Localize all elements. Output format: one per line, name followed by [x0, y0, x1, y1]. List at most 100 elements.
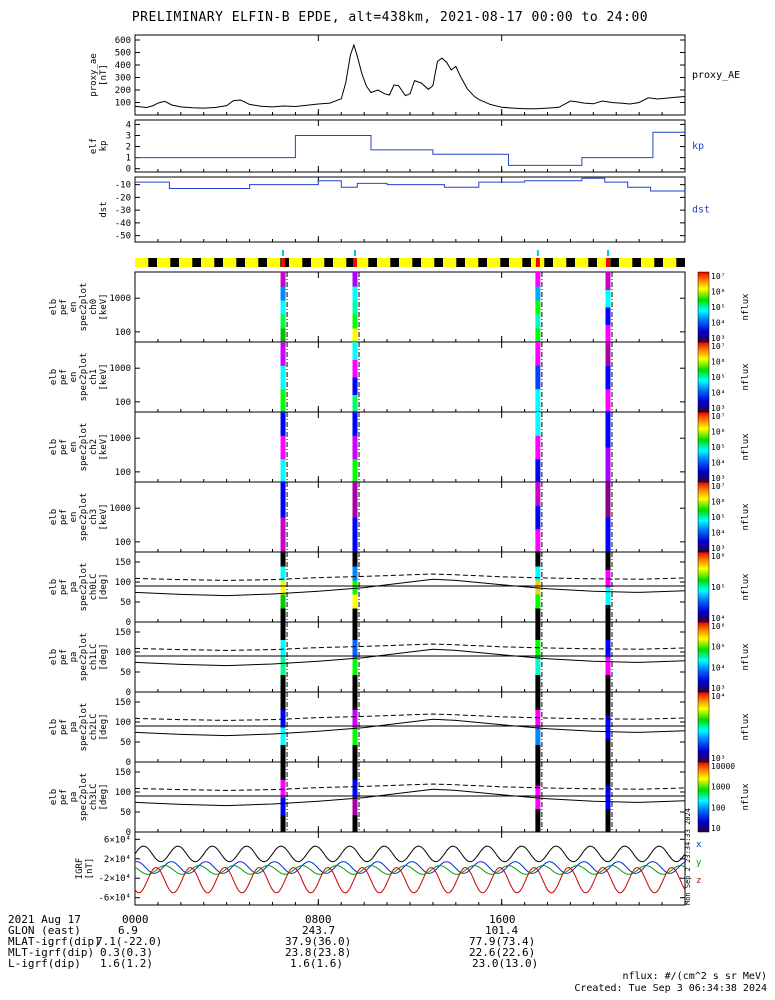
colorbar-title: nflux [741, 433, 751, 461]
data-strip [352, 412, 358, 436]
panel-frame [134, 341, 686, 413]
panel-ylabel: spec2plot [79, 633, 89, 682]
data-strip [605, 692, 611, 716]
panel-ylabel: pa [69, 792, 79, 803]
panel-right-label: kp [692, 141, 704, 152]
data-strip [605, 657, 611, 675]
data-strip [280, 639, 286, 658]
axis-row-value: 0000 [122, 913, 149, 926]
panel-ylabel: proxy_ae [89, 53, 99, 96]
axis-row-value: 7.1(-22.0) [96, 935, 163, 948]
panel-ylabel: kp [99, 141, 109, 152]
axis-row-label: MLAT-igrf(dip) [8, 935, 101, 948]
data-strip [605, 447, 611, 483]
panel-igrf: 6×10⁴ 2×10⁴ -2×10⁴ -6×10⁴ IGRF [nT] [75, 831, 686, 906]
data-strip [605, 307, 611, 325]
data-strip [535, 622, 541, 640]
data-strip [535, 328, 541, 343]
panel-lc_ch2: 0 50 100 150 elb pef pa spec2plot ch2LC [deg] 10⁴ 1… [49, 691, 751, 768]
series-line [134, 788, 686, 807]
data-strip [605, 289, 611, 308]
colorbar-tick-label: 10³ [711, 334, 725, 343]
panel-ylabel: ch0LC [89, 573, 99, 600]
data-strip [352, 314, 358, 329]
panel-ylabel: elb [49, 509, 59, 525]
series-line [134, 578, 686, 597]
panel-ylabel: ch2 [89, 439, 99, 455]
data-strip [352, 709, 358, 728]
data-strip [280, 674, 286, 693]
axis-row-value: 243.7 [302, 924, 336, 937]
panel-ylabel: spec2plot [79, 703, 89, 752]
data-strip [535, 608, 541, 623]
ytick-label: 400 [115, 61, 131, 71]
data-strip [352, 608, 358, 623]
panel-frame [134, 481, 686, 553]
igrf-legend-label: y [696, 858, 702, 868]
data-strip [352, 359, 358, 378]
panel-proxy_ae: 100 200 300 400 500 600 proxy_ae [nT] proxy_AE [89, 34, 740, 116]
panel-ylabel: pef [59, 369, 69, 385]
panel-ylabel: [keV] [99, 293, 109, 320]
series-line [134, 643, 686, 651]
data-strip [535, 412, 541, 436]
colorbar-tick-label: 10⁵ [711, 643, 725, 652]
panel-ylabel: ch1 [89, 369, 99, 385]
panel-ylabel: elb [49, 579, 59, 595]
pass-mark [535, 258, 540, 267]
data-strip [280, 692, 286, 710]
data-strip [535, 458, 541, 483]
data-strip [535, 762, 541, 786]
colorbar-tick-label: 10⁴ [711, 459, 725, 468]
data-strip [352, 762, 358, 780]
ytick-label: 4 [126, 120, 131, 130]
colorbar-tick-label: 10³ [711, 544, 725, 553]
data-strip [280, 657, 286, 675]
panel-ylabel: en [69, 302, 79, 313]
data-strip [605, 324, 611, 343]
ytick-label: 1000 [109, 504, 131, 514]
igrf-legend-label: x [696, 840, 702, 850]
axis-row-value: 37.9(36.0) [285, 935, 352, 948]
ytick-label: 100 [115, 648, 131, 658]
panel-ylabel: en [69, 442, 79, 453]
panel-spec_ch0: 100 1000 elb pef en spec2plot ch0 [keV] 10⁷ 10⁶ 10… [49, 271, 751, 343]
panel-frame [134, 176, 686, 243]
ytick-label: 50 [120, 738, 131, 748]
panel-lc_ch1: 0 50 100 150 elb pef pa spec2plot ch1LC [deg] 10⁶ 1… [49, 621, 751, 698]
panel-ylabel: spec2plot [79, 423, 89, 472]
data-strip [352, 272, 358, 287]
data-strip [280, 412, 286, 436]
data-strip [605, 342, 611, 366]
ytick-label: 100 [115, 718, 131, 728]
panel-ylabel: ch0 [89, 299, 99, 315]
panel-ylabel: elb [49, 719, 59, 735]
series-line [134, 713, 686, 721]
data-strip [605, 604, 611, 623]
series-line [135, 177, 685, 192]
panel-ylabel: pef [59, 439, 69, 455]
data-strip [280, 388, 286, 413]
data-strip [352, 552, 358, 567]
colorbar [697, 551, 710, 623]
data-strip [280, 727, 286, 745]
colorbar-tick-label: 10⁴ [711, 692, 725, 701]
data-strip [535, 314, 541, 329]
data-strip [280, 314, 286, 329]
panel-ylabel: [deg] [99, 713, 109, 740]
data-strip [352, 482, 358, 518]
data-strip [535, 342, 541, 366]
data-strip [352, 692, 358, 710]
data-strip [352, 286, 358, 301]
axis-row-value: 101.4 [485, 924, 519, 937]
panel-ylabel: [deg] [99, 643, 109, 670]
ytick-label: -6×10⁴ [98, 894, 131, 904]
panel-frame [134, 119, 686, 173]
panel-ylabel: elb [49, 789, 59, 805]
ytick-label: 100 [115, 578, 131, 588]
axis-row-value: 6.9 [118, 924, 138, 937]
ytick-label: 0 [126, 688, 131, 698]
panel-frame [134, 34, 686, 116]
colorbar-tick-label: 100 [711, 803, 726, 812]
